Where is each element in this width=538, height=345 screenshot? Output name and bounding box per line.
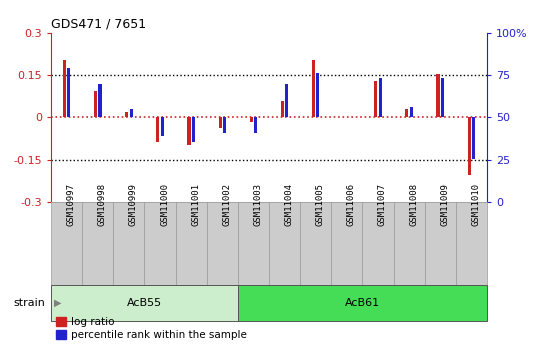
Bar <box>410 107 413 117</box>
Bar <box>436 75 440 117</box>
Text: GSM11002: GSM11002 <box>222 183 231 226</box>
Bar <box>175 202 207 285</box>
Bar <box>250 117 253 122</box>
Bar <box>312 60 315 117</box>
Bar <box>161 117 164 137</box>
Text: GSM11010: GSM11010 <box>471 183 480 226</box>
Text: AcB61: AcB61 <box>345 298 380 308</box>
Bar <box>192 117 195 142</box>
Text: GSM11005: GSM11005 <box>316 183 325 226</box>
Bar <box>157 117 159 142</box>
Bar <box>300 202 331 285</box>
Bar <box>281 101 284 117</box>
Bar <box>82 202 114 285</box>
Text: GSM11008: GSM11008 <box>409 183 418 226</box>
Bar <box>285 84 288 117</box>
Bar <box>94 90 97 117</box>
Text: GSM11003: GSM11003 <box>253 183 263 226</box>
Bar <box>363 202 393 285</box>
Bar <box>379 78 381 117</box>
Bar <box>393 202 424 285</box>
Bar <box>238 202 269 285</box>
Bar <box>441 78 444 117</box>
Bar <box>187 117 190 145</box>
Text: GDS471 / 7651: GDS471 / 7651 <box>51 17 146 30</box>
Bar <box>405 109 408 117</box>
Text: GSM11000: GSM11000 <box>160 183 169 226</box>
Text: AcB55: AcB55 <box>127 298 162 308</box>
Bar <box>145 202 175 285</box>
Text: GSM10998: GSM10998 <box>98 183 107 226</box>
Bar <box>331 202 363 285</box>
Bar <box>130 109 133 117</box>
Text: ▶: ▶ <box>54 298 61 308</box>
Bar <box>114 202 145 285</box>
Bar <box>67 68 70 117</box>
Bar <box>238 285 487 321</box>
Bar <box>254 117 257 133</box>
Bar <box>374 81 377 117</box>
Bar <box>472 117 475 159</box>
Bar <box>51 202 82 285</box>
Bar <box>424 202 456 285</box>
Text: GSM11006: GSM11006 <box>347 183 356 226</box>
Text: GSM10999: GSM10999 <box>129 183 138 226</box>
Bar <box>207 202 238 285</box>
Bar <box>98 84 102 117</box>
Text: strain: strain <box>14 298 46 308</box>
Text: GSM11004: GSM11004 <box>285 183 294 226</box>
Text: GSM11001: GSM11001 <box>191 183 200 226</box>
Text: GSM11007: GSM11007 <box>378 183 387 226</box>
Text: GSM10997: GSM10997 <box>67 183 76 226</box>
Bar <box>468 117 471 175</box>
Text: GSM11009: GSM11009 <box>440 183 449 226</box>
Bar <box>316 73 320 117</box>
Bar <box>125 112 128 117</box>
Bar <box>269 202 300 285</box>
Legend: log ratio, percentile rank within the sample: log ratio, percentile rank within the sa… <box>56 317 247 340</box>
Bar <box>223 117 226 133</box>
Bar <box>63 60 66 117</box>
Bar <box>51 285 238 321</box>
Bar <box>218 117 222 128</box>
Bar <box>456 202 487 285</box>
